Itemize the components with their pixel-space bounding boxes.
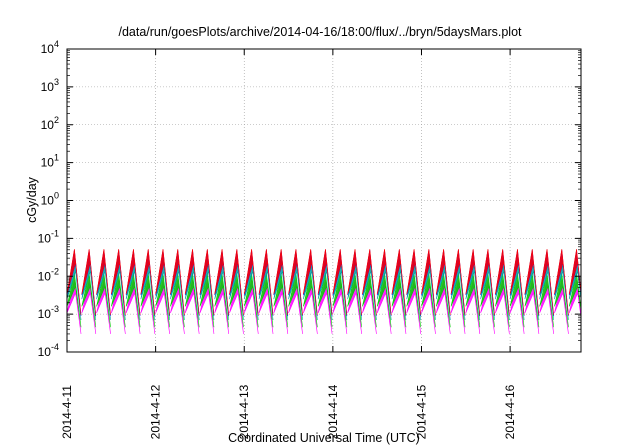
series-sawtooth	[67, 273, 581, 328]
y-tick-label: 10-4	[38, 342, 59, 359]
y-tick-label: 100	[41, 191, 59, 208]
y-tick-label: 101	[41, 153, 59, 170]
y-tick-label: 10-3	[38, 304, 59, 321]
series-sawtooth	[67, 249, 581, 316]
y-tick-label: 102	[41, 115, 59, 132]
x-axis-label: Coordinated Universal Time (UTC)	[228, 431, 420, 445]
chart-title: /data/run/goesPlots/archive/2014-04-16/1…	[118, 25, 522, 39]
x-tick-label: 2014-4-14	[326, 384, 340, 439]
plot-series-group	[67, 249, 581, 334]
plot-frame	[66, 48, 582, 353]
y-tick-label: 10-2	[38, 266, 59, 283]
grid	[67, 49, 581, 352]
x-tick-label: 2014-4-13	[237, 384, 251, 439]
x-tick-label: 2014-4-11	[60, 385, 74, 439]
y-tick-label: 103	[41, 77, 59, 94]
x-tick-labels: 2014-4-11 2014-4-12 2014-4-13 2014-4-14 2014…	[60, 384, 517, 439]
tick-marks	[66, 48, 581, 353]
y-tick-labels: 10-4 10-3 10-2 10-1 100 101 102 103 104	[38, 39, 59, 359]
y-tick-label: 10-1	[38, 228, 59, 245]
x-tick-label: 2014-4-12	[149, 384, 163, 439]
y-axis-label: cGy/day	[25, 176, 39, 223]
y-tick-label: 104	[41, 39, 59, 56]
x-tick-label: 2014-4-16	[503, 384, 517, 439]
x-tick-label: 2014-4-15	[414, 384, 428, 439]
